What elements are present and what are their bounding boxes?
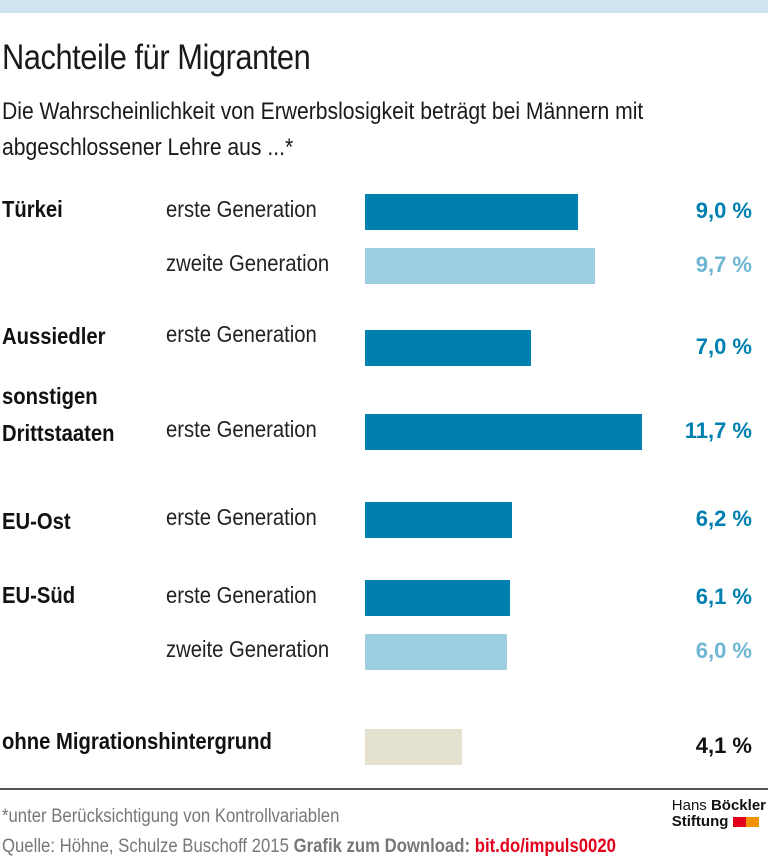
logo-text: Stiftung <box>671 813 729 830</box>
value-label: 6,0 % <box>695 638 752 663</box>
group-label: EU-Ost <box>2 508 71 534</box>
bar <box>365 580 510 616</box>
divider <box>0 788 768 790</box>
hans-boeckler-logo: Hans Böckler Stiftung <box>672 798 766 830</box>
logo-text: Hans <box>671 797 707 814</box>
chart-subtitle: Die Wahrscheinlichkeit von Erwerbslosigk… <box>2 98 644 161</box>
value-label: 9,0 % <box>695 198 752 223</box>
generation-label: erste Generation <box>166 321 317 347</box>
top-band <box>0 0 768 13</box>
group-label: Türkei <box>2 196 63 222</box>
source-text: Quelle: Höhne, Schulze Buschoff 2015 <box>2 836 289 857</box>
generation-label: erste Generation <box>166 416 317 442</box>
group-label: EU-Süd <box>2 582 76 608</box>
download-link[interactable]: bit.do/impuls0020 <box>474 836 616 857</box>
value-label: 7,0 % <box>695 334 752 359</box>
footnote: *unter Berücksichtigung von Kontrollvari… <box>2 806 340 827</box>
bar <box>365 194 579 230</box>
logo-orange-square <box>745 817 759 828</box>
value-label: 4,1 % <box>695 733 752 758</box>
value-label: 6,1 % <box>695 584 752 609</box>
group-label: ohne Migrationshintergrund <box>2 728 272 754</box>
group-label: Aussiedler <box>2 323 106 349</box>
generation-label: zweite Generation <box>166 636 330 662</box>
bar <box>365 248 595 284</box>
value-label: 9,7 % <box>695 252 752 277</box>
generation-label: erste Generation <box>166 582 317 608</box>
bar <box>365 634 508 670</box>
logo-text: Böckler <box>710 797 766 814</box>
download-label: Grafik zum Download: <box>293 836 471 857</box>
value-label: 6,2 % <box>695 506 752 531</box>
source-line: Quelle: Höhne, Schulze Buschoff 2015 Gra… <box>2 836 616 858</box>
chart-title: Nachteile für Migranten <box>2 38 311 77</box>
bar <box>365 729 463 765</box>
bar <box>365 502 512 538</box>
generation-label: erste Generation <box>166 504 317 530</box>
bar <box>365 414 643 450</box>
group-label: sonstigen Drittstaaten <box>2 383 115 446</box>
bar <box>365 330 531 366</box>
generation-label: zweite Generation <box>166 250 330 276</box>
generation-label: erste Generation <box>166 196 317 222</box>
value-label: 11,7 % <box>684 418 752 443</box>
logo-red-square <box>732 817 746 828</box>
